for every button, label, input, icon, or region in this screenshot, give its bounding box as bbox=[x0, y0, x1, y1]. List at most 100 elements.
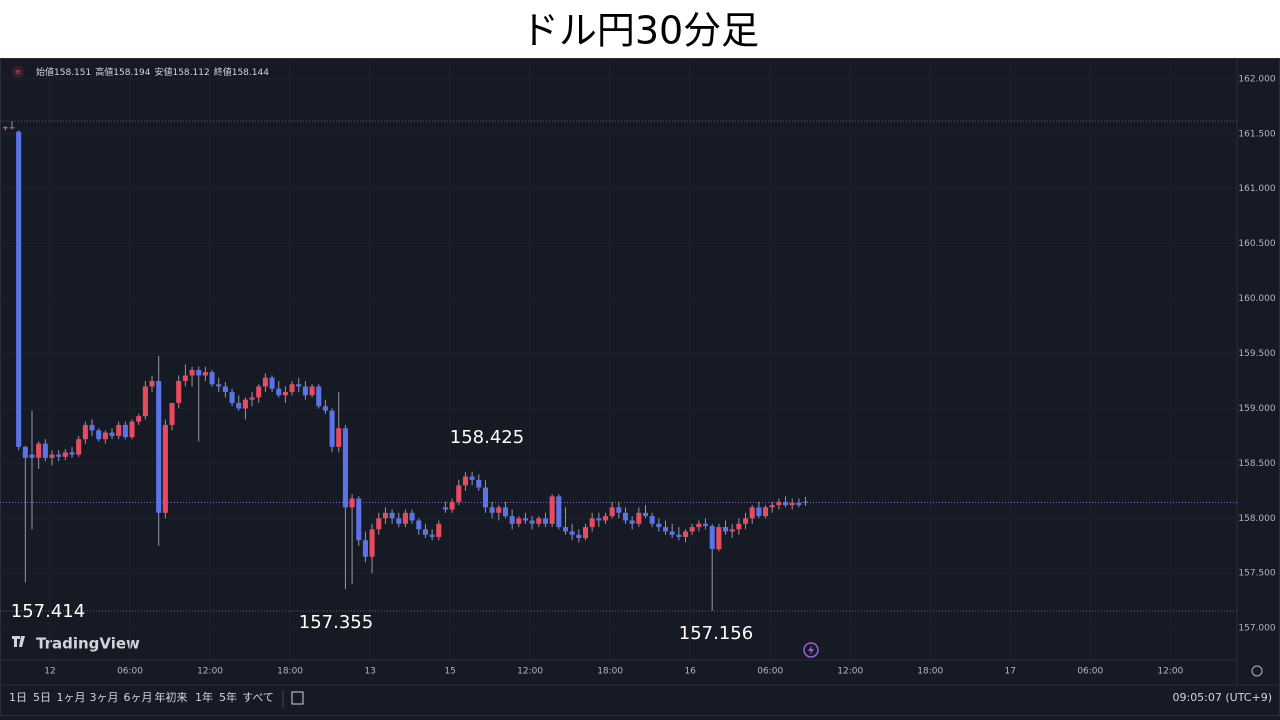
candle-body bbox=[569, 531, 575, 535]
candle-body bbox=[462, 476, 468, 486]
candle-body bbox=[189, 369, 195, 376]
candle-body bbox=[42, 443, 48, 458]
candle-body bbox=[409, 512, 415, 521]
candle-body bbox=[2, 127, 8, 129]
candle-body bbox=[803, 501, 809, 503]
candle-body bbox=[342, 428, 348, 508]
candle-body bbox=[689, 527, 695, 532]
candle-body bbox=[349, 498, 355, 508]
candle-body bbox=[96, 430, 102, 440]
ohlc-label: 高値 bbox=[95, 66, 113, 78]
candle-body bbox=[469, 476, 475, 480]
candle-body bbox=[222, 386, 228, 392]
candle-body bbox=[302, 386, 308, 396]
candle-body bbox=[316, 386, 322, 407]
range-button[interactable]: 6ヶ月 bbox=[124, 691, 153, 704]
candle-body bbox=[296, 384, 302, 387]
x-tick-label: 12:00 bbox=[837, 667, 863, 677]
candle-body bbox=[696, 523, 702, 528]
candle-body bbox=[796, 502, 802, 506]
candle-body bbox=[249, 397, 255, 400]
candle-body bbox=[242, 399, 248, 409]
alert-bolt bbox=[808, 645, 814, 655]
candle-body bbox=[36, 443, 42, 458]
y-tick-label: 157.000 bbox=[1238, 624, 1275, 634]
date-range-icon[interactable] bbox=[291, 691, 304, 705]
candle-body bbox=[736, 523, 742, 530]
candle-body bbox=[482, 487, 488, 508]
candle-body bbox=[129, 421, 135, 437]
ohlc-label: 始値 bbox=[36, 66, 54, 78]
alert-icon[interactable] bbox=[803, 642, 819, 658]
price-annotation: 157.355 bbox=[299, 612, 373, 633]
candle-body bbox=[22, 446, 28, 458]
candle-body bbox=[422, 529, 428, 535]
watermark: TradingView bbox=[36, 635, 140, 653]
candle-body bbox=[69, 452, 75, 455]
candle-body bbox=[716, 527, 722, 550]
x-tick-label: 12:00 bbox=[517, 667, 543, 677]
range-button[interactable]: 3ヶ月 bbox=[90, 691, 119, 704]
y-tick-label: 161.500 bbox=[1238, 129, 1275, 139]
candle-body bbox=[642, 512, 649, 517]
candle-body bbox=[709, 525, 715, 550]
candle-body bbox=[89, 424, 95, 431]
x-tick-label: 06:00 bbox=[757, 667, 783, 677]
ohlc-value: 158.151 bbox=[54, 68, 91, 78]
candle-body bbox=[282, 391, 288, 396]
candle-body bbox=[749, 507, 755, 519]
candle-body bbox=[156, 380, 162, 513]
candle-body bbox=[496, 507, 502, 513]
candle-body bbox=[62, 452, 68, 457]
candle-body bbox=[602, 516, 609, 521]
candle-body bbox=[722, 527, 729, 532]
candle-body bbox=[102, 432, 108, 440]
range-button[interactable]: 1年 bbox=[195, 690, 213, 704]
y-tick-label: 157.500 bbox=[1238, 569, 1275, 579]
candle-body bbox=[142, 386, 148, 417]
title-band bbox=[0, 0, 1280, 58]
symbol-icon[interactable] bbox=[12, 66, 24, 78]
candle-body bbox=[402, 512, 408, 524]
y-tick-label: 160.500 bbox=[1238, 239, 1275, 249]
symbol-icon-glyph: ≡ bbox=[15, 68, 21, 76]
candle-body bbox=[436, 523, 442, 537]
candle-body bbox=[502, 507, 509, 517]
candle-body bbox=[669, 531, 675, 535]
candle-body bbox=[542, 518, 549, 524]
candle-body bbox=[329, 410, 335, 447]
candle-body bbox=[389, 512, 395, 519]
candle-body bbox=[396, 518, 402, 524]
price-annotation: 157.156 bbox=[679, 623, 753, 644]
y-tick-label: 160.000 bbox=[1238, 294, 1275, 304]
range-button[interactable]: 5年 bbox=[219, 690, 237, 704]
candle-body bbox=[616, 507, 622, 513]
ohlc-value: 158.194 bbox=[113, 68, 150, 78]
x-tick-label: 16 bbox=[684, 667, 696, 677]
candle-body bbox=[169, 402, 175, 425]
clock: 09:05:07 (UTC+9) bbox=[1172, 691, 1272, 704]
candle-body bbox=[322, 406, 328, 411]
candle-body bbox=[149, 380, 155, 387]
candle-body bbox=[516, 518, 522, 524]
candle-body bbox=[622, 512, 629, 521]
candle-body bbox=[549, 496, 555, 524]
settings-icon[interactable] bbox=[1251, 665, 1263, 677]
x-tick-label: 18:00 bbox=[597, 667, 623, 677]
candle-body bbox=[529, 520, 535, 524]
candle-body bbox=[576, 534, 582, 539]
range-button[interactable]: すべて bbox=[242, 691, 274, 704]
candle-body bbox=[582, 527, 589, 539]
candle-body bbox=[162, 424, 168, 513]
candle-body bbox=[776, 501, 782, 506]
range-button[interactable]: 年初来 bbox=[155, 690, 188, 704]
candle-body bbox=[629, 520, 635, 524]
candle-body bbox=[376, 518, 382, 530]
candle-body bbox=[556, 496, 562, 528]
range-button[interactable]: 1ヶ月 bbox=[57, 691, 86, 704]
chart-area bbox=[0, 58, 1280, 720]
range-button[interactable]: 1日 bbox=[9, 691, 27, 704]
candle-body bbox=[743, 518, 749, 524]
range-button[interactable]: 5日 bbox=[33, 691, 51, 704]
